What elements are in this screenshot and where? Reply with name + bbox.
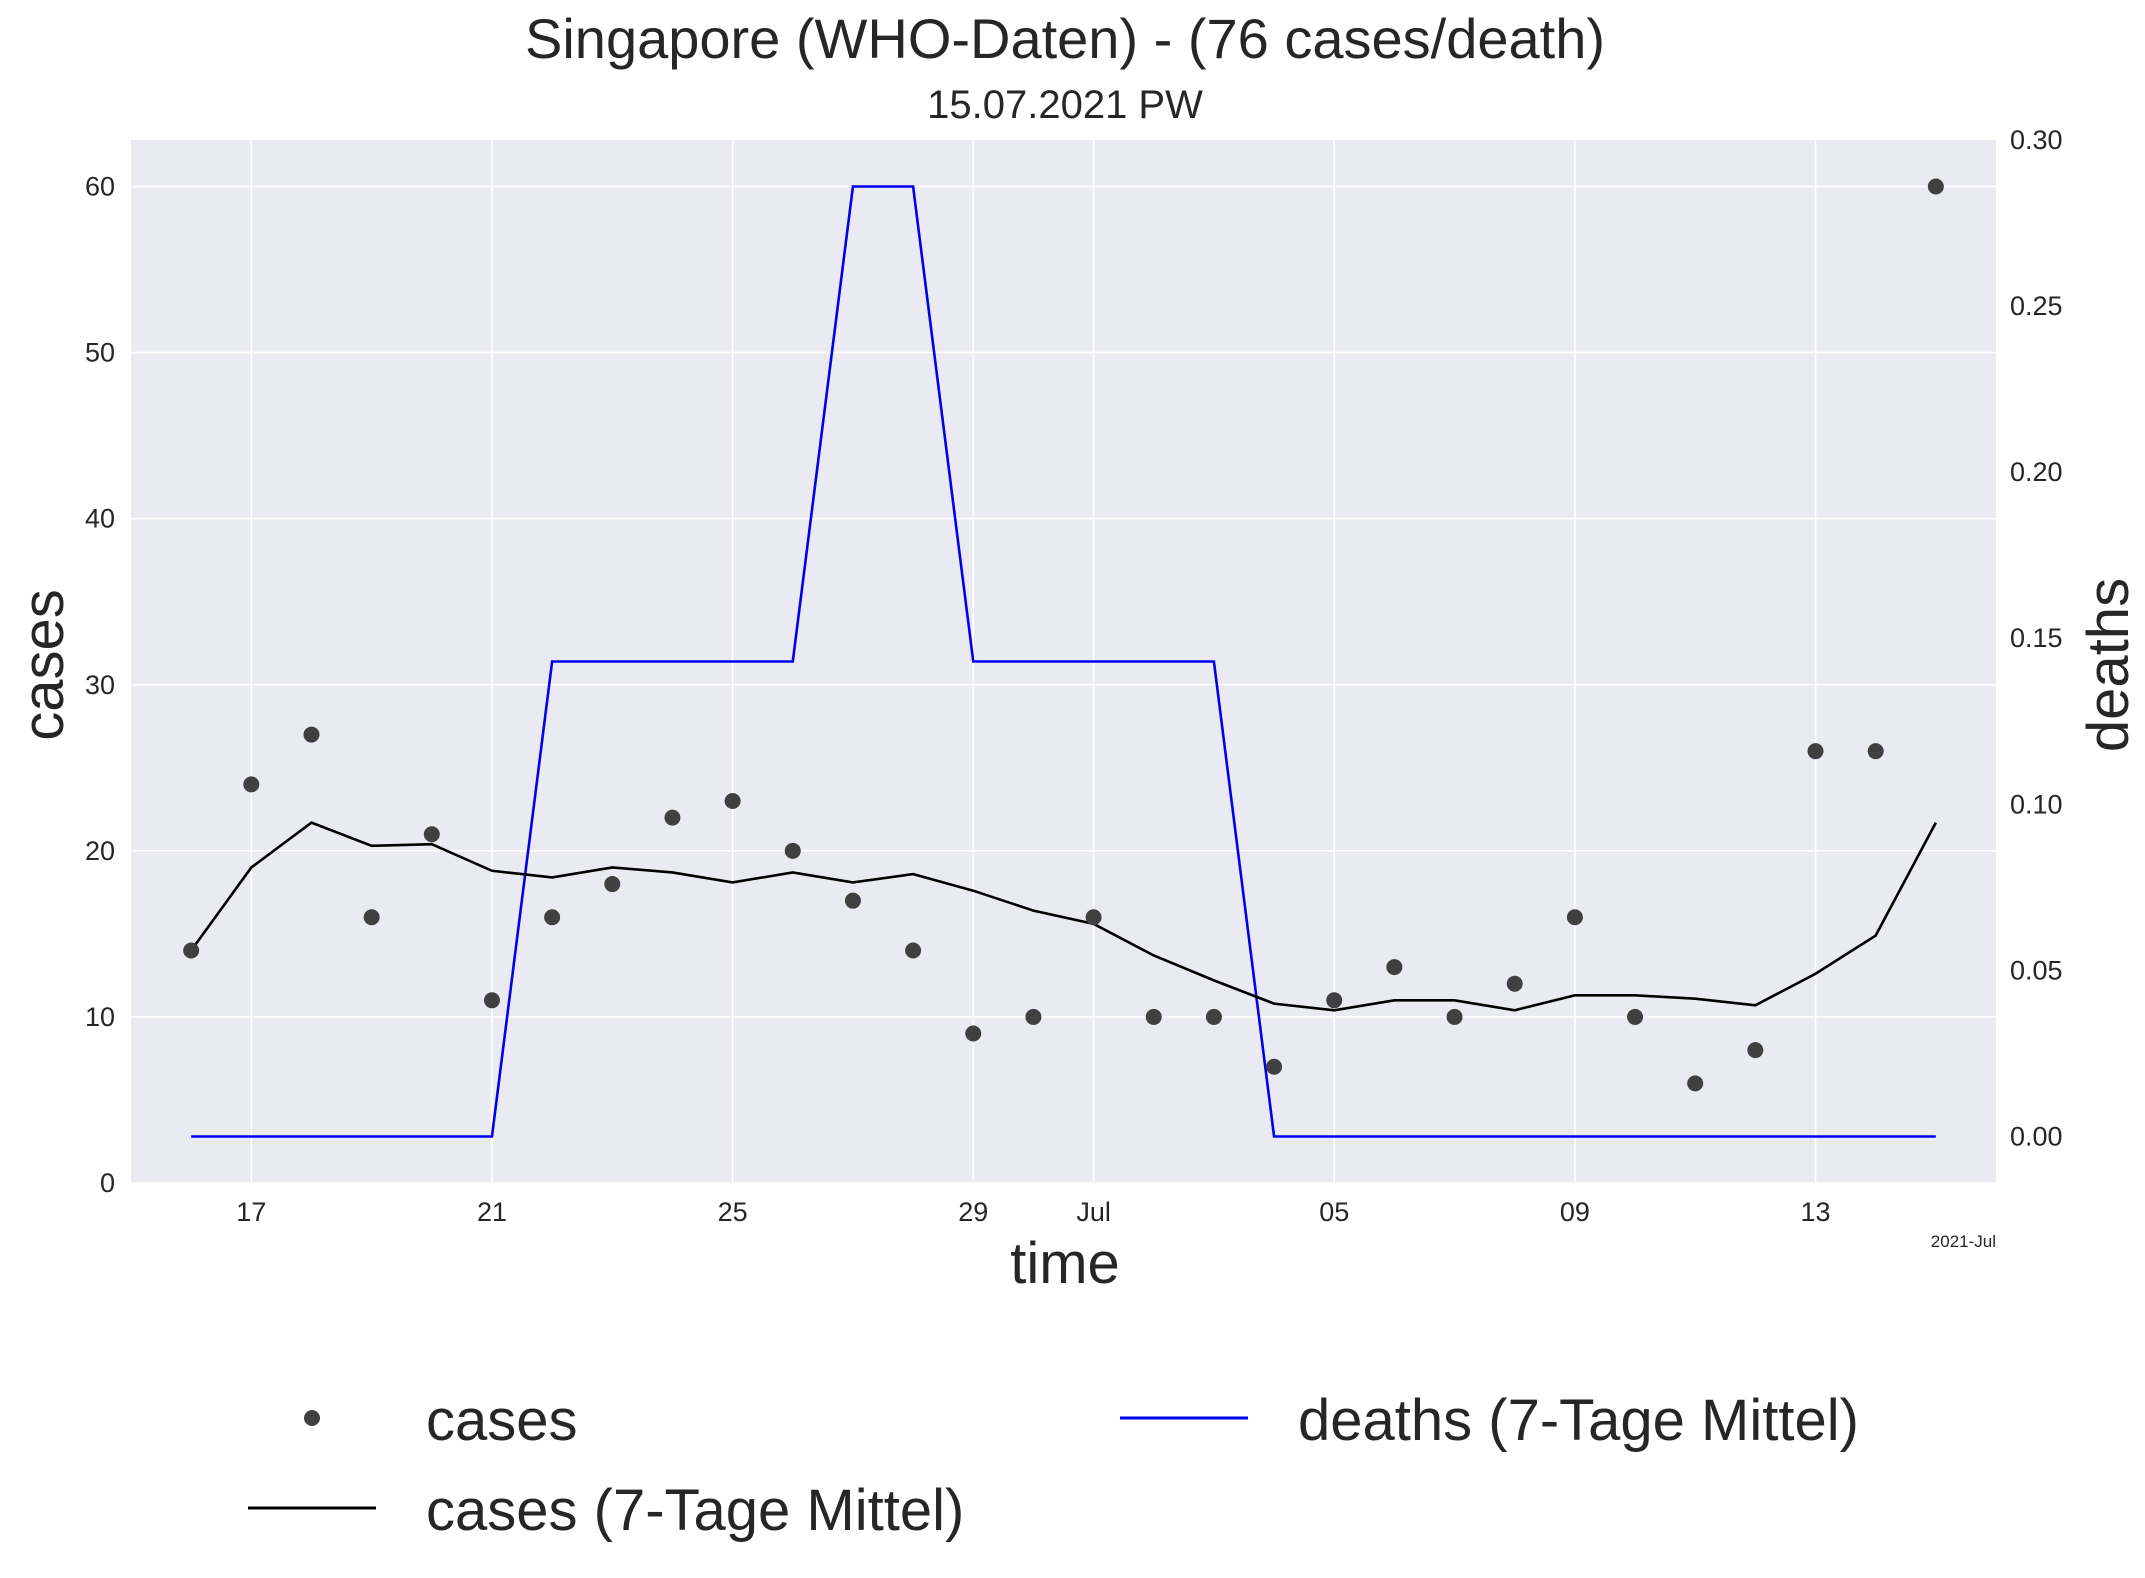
y-tick-label: 10 bbox=[85, 1002, 115, 1032]
data-point-cases bbox=[1566, 909, 1583, 926]
data-point-cases bbox=[784, 842, 801, 859]
y-axis-right-ticks: 0.00 0.05 0.10 0.15 0.20 0.25 0.30 bbox=[2010, 125, 2063, 1151]
y-tick-label: 0 bbox=[100, 1168, 115, 1198]
data-point-cases bbox=[1085, 909, 1102, 926]
y-tick-label: 20 bbox=[85, 836, 115, 866]
data-point-cases bbox=[1927, 178, 1944, 195]
data-point-cases bbox=[965, 1025, 982, 1042]
y-tick-label: 40 bbox=[85, 504, 115, 534]
y-tick-label: 30 bbox=[85, 670, 115, 700]
data-point-cases bbox=[544, 909, 561, 926]
data-point-cases bbox=[1747, 1042, 1764, 1059]
y2-tick-label: 0.25 bbox=[2010, 291, 2063, 321]
y2-tick-label: 0.15 bbox=[2010, 623, 2063, 653]
data-point-cases bbox=[1386, 959, 1403, 976]
data-point-cases bbox=[303, 726, 320, 743]
data-point-cases bbox=[664, 809, 681, 826]
y2-tick-label: 0.05 bbox=[2010, 955, 2063, 985]
series-line-deaths-avg bbox=[191, 185, 1936, 1138]
x-tick-label: 13 bbox=[1800, 1197, 1830, 1227]
data-point-cases bbox=[483, 992, 500, 1009]
y-axis-label: cases bbox=[11, 589, 76, 741]
data-point-cases bbox=[1025, 1008, 1042, 1025]
data-point-cases bbox=[1326, 992, 1343, 1009]
legend-label-cases-avg: cases (7-Tage Mittel) bbox=[426, 1478, 964, 1543]
data-point-cases bbox=[1687, 1075, 1704, 1092]
x-tick-label: 29 bbox=[958, 1197, 988, 1227]
x-axis-ticks: 17 21 25 29 Jul 05 09 13 bbox=[236, 1197, 1830, 1227]
x-axis-label: time bbox=[1010, 1231, 1120, 1296]
y-axis-left-ticks: 0 10 20 30 40 50 60 bbox=[85, 172, 115, 1198]
data-point-cases bbox=[1446, 1008, 1463, 1025]
data-point-cases bbox=[243, 776, 260, 793]
x-tick-label: Jul bbox=[1076, 1197, 1111, 1227]
legend-label-deaths-avg: deaths (7-Tage Mittel) bbox=[1298, 1388, 1859, 1453]
data-point-cases bbox=[724, 793, 741, 810]
data-point-cases bbox=[1867, 743, 1884, 760]
y2-tick-label: 0.10 bbox=[2010, 789, 2063, 819]
y-tick-label: 50 bbox=[85, 338, 115, 368]
x-tick-label: 25 bbox=[718, 1197, 748, 1227]
x-tick-label: 09 bbox=[1560, 1197, 1590, 1227]
data-point-cases bbox=[1145, 1008, 1162, 1025]
data-point-cases bbox=[423, 826, 440, 843]
data-point-cases bbox=[363, 909, 380, 926]
data-point-cases bbox=[1266, 1058, 1283, 1075]
legend: cases cases (7-Tage Mittel) deaths (7-Ta… bbox=[248, 1388, 1859, 1543]
data-point-cases bbox=[1506, 975, 1523, 992]
y2-tick-label: 0.00 bbox=[2010, 1121, 2063, 1151]
data-point-cases bbox=[905, 942, 922, 959]
data-point-cases bbox=[844, 892, 861, 909]
data-point-cases bbox=[1205, 1008, 1222, 1025]
x-tick-label: 17 bbox=[236, 1197, 266, 1227]
x-axis-offset-label: 2021-Jul bbox=[1931, 1232, 1996, 1251]
chart-title: Singapore (WHO-Daten) - (76 cases/death) bbox=[525, 7, 1605, 70]
y-tick-label: 60 bbox=[85, 172, 115, 202]
y2-axis-label: deaths bbox=[2076, 578, 2141, 752]
data-point-cases bbox=[1627, 1008, 1644, 1025]
y2-tick-label: 0.30 bbox=[2010, 125, 2063, 155]
data-point-cases bbox=[604, 876, 621, 893]
data-point-cases bbox=[183, 942, 200, 959]
series-points-cases bbox=[183, 178, 1944, 1092]
x-tick-label: 21 bbox=[477, 1197, 507, 1227]
y2-tick-label: 0.20 bbox=[2010, 457, 2063, 487]
x-tick-label: 05 bbox=[1319, 1197, 1349, 1227]
series-line-cases-avg bbox=[190, 821, 1937, 1012]
legend-label-cases: cases bbox=[426, 1388, 578, 1453]
legend-marker-cases bbox=[304, 1410, 320, 1426]
chart-subtitle: 15.07.2021 PW bbox=[927, 83, 1203, 127]
data-point-cases bbox=[1807, 743, 1824, 760]
